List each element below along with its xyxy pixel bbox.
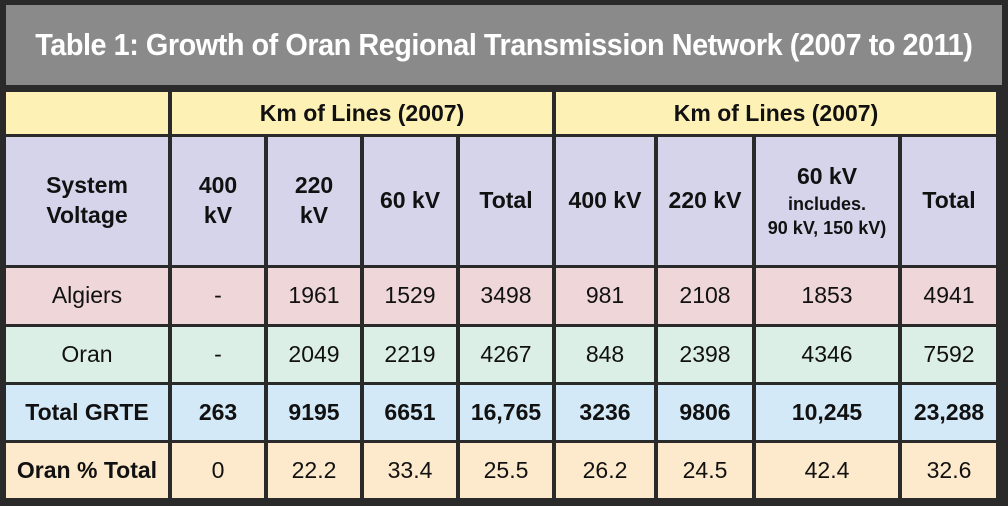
table-cell: 981 [556, 268, 654, 324]
header-line: System [46, 172, 128, 199]
header-line-small: includes. [787, 193, 867, 214]
header-line: Voltage [46, 202, 128, 229]
table-cell: 2219 [364, 326, 456, 382]
group-header-2007: Km of Lines (2007) [172, 92, 552, 135]
header-220kv-2011: 220 kV [658, 137, 752, 266]
header-line: Total [479, 187, 533, 214]
table-row-oran: Oran - 2049 2219 4267 848 2398 4346 7592 [6, 326, 996, 382]
table-cell: 1529 [364, 268, 456, 324]
table-cell: 0 [172, 442, 264, 498]
table-cell: 6651 [364, 384, 456, 440]
table-cell: 9195 [268, 384, 360, 440]
table-cell: 848 [556, 326, 654, 382]
header-60kv-2007: 60 kV [364, 137, 456, 266]
header-blank-cell [6, 92, 168, 135]
table-cell: 24.5 [658, 442, 752, 498]
header-line: kV [203, 202, 233, 229]
table-cell: 2398 [658, 326, 752, 382]
table-cell: 10,245 [756, 384, 898, 440]
table-cell: 3236 [556, 384, 654, 440]
row-label: Oran [6, 326, 168, 382]
table-row-total-grte: Total GRTE 263 9195 6651 16,765 3236 980… [6, 384, 996, 440]
table-cell: 4346 [756, 326, 898, 382]
title-bar: Table 1: Growth of Oran Regional Transmi… [6, 5, 1002, 85]
table-row-oran-percent: Oran % Total 0 22.2 33.4 25.5 26.2 24.5 … [6, 442, 996, 498]
table-cell: - [172, 268, 264, 324]
table-cell: 22.2 [268, 442, 360, 498]
group-header-2011: Km of Lines (2007) [556, 92, 996, 135]
header-total-2007: Total [460, 137, 552, 266]
table-cell: 1853 [756, 268, 898, 324]
table-cell: 33.4 [364, 442, 456, 498]
row-label: Algiers [6, 268, 168, 324]
header-line: kV [299, 202, 329, 229]
header-400kv-2007: 400 kV [172, 137, 264, 266]
table-cell: 2108 [658, 268, 752, 324]
header-60kv-2011: 60 kV includes. 90 kV, 150 kV) [756, 137, 898, 266]
header-line: 60 kV [796, 163, 858, 190]
header-total-2011: Total [902, 137, 996, 266]
transmission-table: Km of Lines (2007) Km of Lines (2007) Sy… [2, 89, 1000, 501]
table-cell: 26.2 [556, 442, 654, 498]
row-label: Total GRTE [6, 384, 168, 440]
table-cell: - [172, 326, 264, 382]
table-cell: 2049 [268, 326, 360, 382]
table-row-algiers: Algiers - 1961 1529 3498 981 2108 1853 4… [6, 268, 996, 324]
table-cell: 4267 [460, 326, 552, 382]
row-label: Oran % Total [6, 442, 168, 498]
table-cell: 9806 [658, 384, 752, 440]
table-cell: 7592 [902, 326, 996, 382]
table-cell: 23,288 [902, 384, 996, 440]
header-line: 400 [198, 172, 238, 199]
table-cell: 263 [172, 384, 264, 440]
table-cell: 3498 [460, 268, 552, 324]
table-cell: 4941 [902, 268, 996, 324]
header-220kv-2007: 220 kV [268, 137, 360, 266]
table-cell: 42.4 [756, 442, 898, 498]
table-cell: 1961 [268, 268, 360, 324]
table-cell: 25.5 [460, 442, 552, 498]
group-header-row: Km of Lines (2007) Km of Lines (2007) [6, 92, 996, 135]
header-line-small: 90 kV, 150 kV) [767, 218, 887, 239]
header-system-voltage: System Voltage [6, 137, 168, 266]
header-line: 220 [294, 172, 334, 199]
header-line: 60 kV [379, 187, 441, 214]
table-cell: 32.6 [902, 442, 996, 498]
table-cell: 16,765 [460, 384, 552, 440]
table-title: Table 1: Growth of Oran Regional Transmi… [35, 27, 973, 62]
column-header-row: System Voltage 400 kV 220 kV 60 kV Total… [6, 137, 996, 266]
header-400kv-2011: 400 kV [556, 137, 654, 266]
